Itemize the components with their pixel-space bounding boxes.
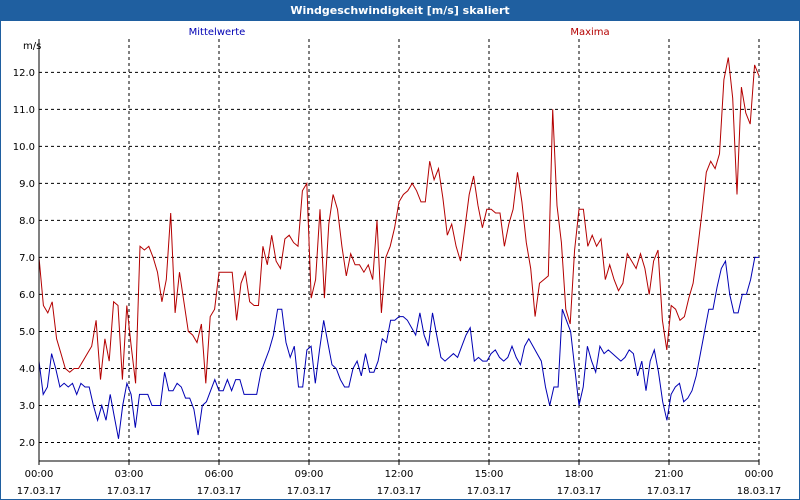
x-tick-time: 21:00: [655, 469, 684, 480]
series-line-maxima: [38, 57, 760, 384]
y-tick-label: 3.0: [19, 401, 35, 412]
window-title: Windgeschwindigkeit [m/s] skaliert: [1, 1, 799, 21]
x-tick-time: 09:00: [295, 469, 324, 480]
x-tick-time: 18:00: [565, 469, 594, 480]
y-tick-label: 9.0: [19, 179, 35, 190]
series-group: [38, 57, 760, 439]
legend-mittelwerte: Mittelwerte: [189, 27, 246, 38]
x-tick-date: 17.03.17: [557, 486, 602, 497]
x-tick-time: 15:00: [475, 469, 504, 480]
y-tick-label: 5.0: [19, 327, 35, 338]
x-tick-date: 17.03.17: [467, 486, 512, 497]
x-tick-date: 17.03.17: [377, 486, 422, 497]
x-tick-time: 06:00: [205, 469, 234, 480]
series-line-mittelwerte: [38, 256, 759, 439]
y-tick-label: 6.0: [19, 290, 35, 301]
y-tick-label: 8.0: [19, 216, 35, 227]
y-tick-label: 2.0: [19, 438, 35, 449]
y-tick-label: 4.0: [19, 364, 35, 375]
x-tick-date: 17.03.17: [17, 486, 62, 497]
x-tick-time: 03:00: [115, 469, 144, 480]
x-tick-time: 00:00: [25, 469, 54, 480]
x-tick-date: 18.03.17: [737, 486, 782, 497]
x-tick-date: 17.03.17: [197, 486, 242, 497]
y-tick-label: 11.0: [13, 105, 35, 116]
y-tick-label: 7.0: [19, 253, 35, 264]
grid: [39, 39, 760, 461]
legend: Mittelwerte Maxima: [189, 27, 610, 38]
x-tick-time: 00:00: [745, 469, 774, 480]
legend-maxima: Maxima: [570, 27, 609, 38]
y-tick-label: 12.0: [13, 68, 35, 79]
x-tick-date: 17.03.17: [647, 486, 692, 497]
x-tick-time: 12:00: [385, 469, 414, 480]
x-tick-date: 17.03.17: [107, 486, 152, 497]
axes: m/s 2.0 3.0 4.0 5.0 6.0 7.0 8.0 9.0 10.0 11.0 12.0…: [13, 39, 782, 497]
y-tick-label: 10.0: [13, 142, 35, 153]
y-axis-label: m/s: [23, 41, 41, 52]
x-tick-date: 17.03.17: [287, 486, 332, 497]
